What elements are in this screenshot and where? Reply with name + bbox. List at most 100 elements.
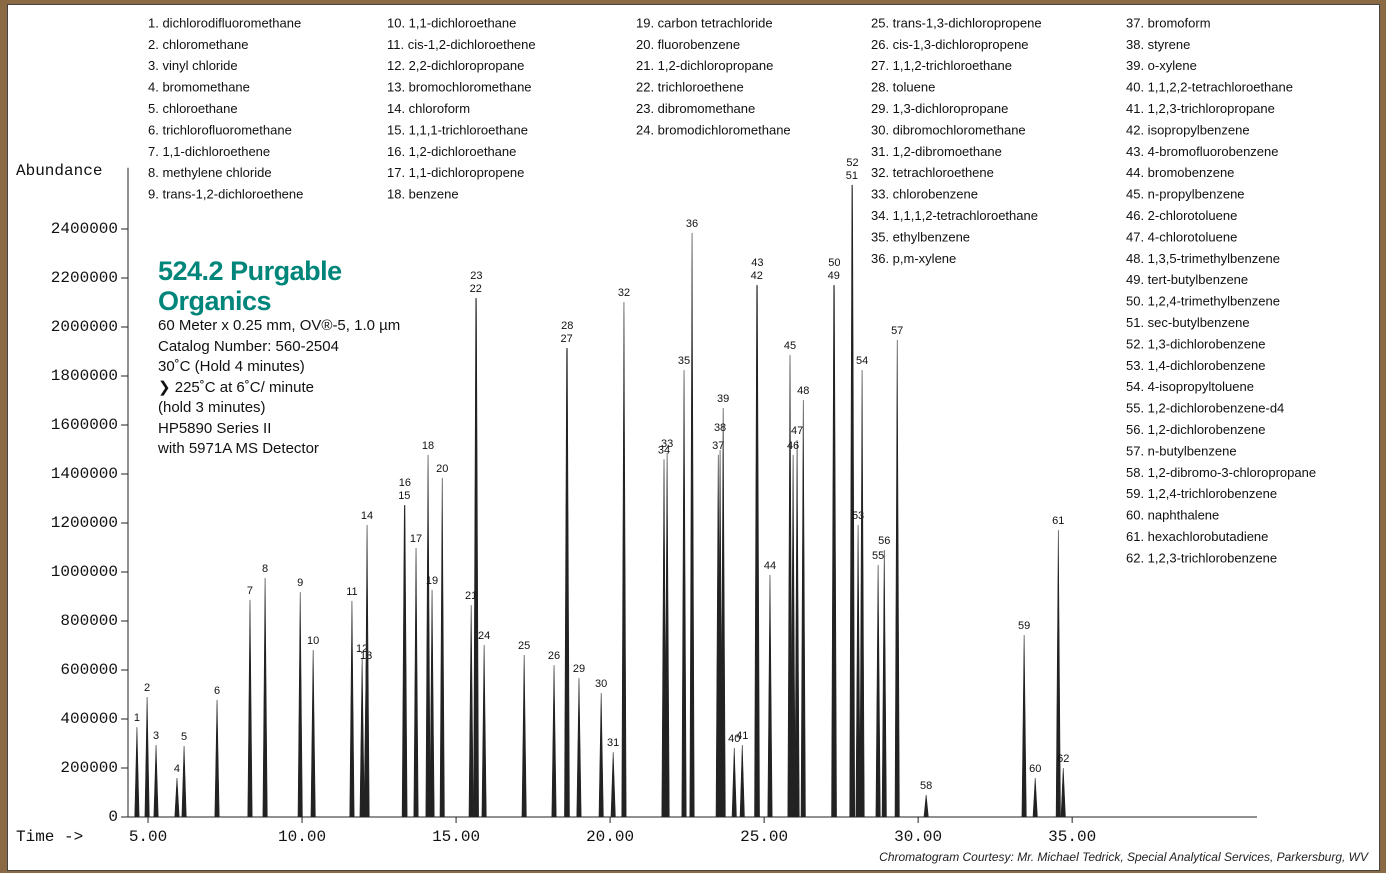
peak-label: 36 bbox=[686, 218, 698, 230]
peak bbox=[875, 564, 881, 818]
peak bbox=[521, 655, 527, 818]
method-line: HP5890 Series II bbox=[158, 419, 272, 437]
peak bbox=[767, 574, 773, 818]
peak-label: 39 bbox=[717, 393, 729, 405]
peak-label: 51 bbox=[846, 170, 858, 182]
method-line: 60 Meter x 0.25 mm, OV®-5, 1.0 µm bbox=[158, 317, 401, 334]
peak-label: 57 bbox=[891, 325, 903, 337]
compound-name: 43. 4-bromofluorobenzene bbox=[1126, 144, 1279, 159]
peak bbox=[153, 744, 159, 818]
peak-label: 15 bbox=[398, 490, 410, 502]
compound-name: 53. 1,4-dichlorobenzene bbox=[1126, 358, 1266, 373]
compound-name: 1. dichlorodifluoromethane bbox=[148, 15, 301, 30]
compound-name: 23. dibromomethane bbox=[636, 101, 755, 116]
peak bbox=[598, 693, 604, 818]
peak bbox=[425, 454, 431, 818]
peak-label: 55 bbox=[872, 550, 884, 562]
y-axis-label: Abundance bbox=[16, 162, 102, 180]
peak-label: 62 bbox=[1057, 753, 1069, 765]
peak-label: 1 bbox=[134, 712, 140, 724]
x-tick-label: 20.00 bbox=[586, 828, 634, 846]
peak bbox=[850, 184, 856, 818]
method-info: 524.2 Purgable Organics 60 Meter x 0.25 … bbox=[158, 256, 458, 460]
peak bbox=[720, 408, 726, 818]
peak bbox=[664, 452, 670, 818]
compound-name: 62. 1,2,3-trichlorobenzene bbox=[1126, 550, 1277, 565]
compound-name: 32. tetrachloroethene bbox=[871, 165, 994, 180]
compound-name: 56. 1,2-dichlorobenzene bbox=[1126, 422, 1266, 437]
peak-label: 54 bbox=[856, 355, 868, 367]
y-tick-label: 400000 bbox=[60, 710, 118, 728]
y-tick-label: 800000 bbox=[60, 612, 118, 630]
peak-label: 47 bbox=[791, 425, 803, 437]
peak bbox=[134, 727, 140, 818]
x-tick-label: 30.00 bbox=[894, 828, 942, 846]
y-tick-label: 1000000 bbox=[51, 563, 118, 581]
peak bbox=[359, 657, 365, 818]
peak-label: 26 bbox=[548, 650, 560, 662]
y-tick-label: 1800000 bbox=[51, 367, 118, 385]
x-tick-label: 10.00 bbox=[278, 828, 326, 846]
peak-label: 8 bbox=[262, 563, 268, 575]
peak bbox=[1021, 634, 1027, 818]
peak bbox=[790, 454, 796, 818]
peak bbox=[621, 302, 627, 818]
peak-label: 3 bbox=[153, 730, 159, 742]
peak-label: 44 bbox=[764, 560, 776, 572]
compound-name: 19. carbon tetrachloride bbox=[636, 15, 773, 30]
compound-name: 4. bromomethane bbox=[148, 80, 250, 95]
peak-label: 19 bbox=[426, 575, 438, 587]
peak-label: 10 bbox=[307, 635, 319, 647]
compound-name: 59. 1,2,4-trichlorobenzene bbox=[1126, 486, 1277, 501]
peak-label: 16 bbox=[399, 477, 411, 489]
y-tick-label: 600000 bbox=[60, 661, 118, 679]
peak bbox=[787, 354, 793, 818]
peak bbox=[473, 298, 479, 818]
peak bbox=[739, 744, 745, 818]
peak bbox=[468, 605, 474, 818]
compound-name: 54. 4-isopropyltoluene bbox=[1126, 379, 1254, 394]
peak-label: 12 bbox=[356, 643, 368, 655]
peak-label: 58 bbox=[920, 780, 932, 792]
compound-name: 28. toluene bbox=[871, 80, 935, 95]
compound-name: 22. trichloroethene bbox=[636, 80, 744, 95]
compound-name: 17. 1,1-dichloropropene bbox=[387, 165, 524, 180]
peak bbox=[1060, 767, 1066, 818]
peak-label: 49 bbox=[828, 270, 840, 282]
peak-label: 7 bbox=[247, 585, 253, 597]
compound-name: 24. bromodichloromethane bbox=[636, 122, 791, 137]
peak-label: 23 bbox=[470, 270, 482, 282]
peak bbox=[564, 348, 570, 818]
compound-name: 3. vinyl chloride bbox=[148, 58, 238, 73]
peak bbox=[551, 665, 557, 818]
compound-name: 47. 4-chlorotoluene bbox=[1126, 229, 1237, 244]
peak bbox=[439, 477, 445, 818]
compound-name: 55. 1,2-dichlorobenzene-d4 bbox=[1126, 401, 1284, 416]
compound-name: 35. ethylbenzene bbox=[871, 229, 970, 244]
compound-name: 27. 1,1,2-trichloroethane bbox=[871, 58, 1012, 73]
compound-name: 46. 2-chlorotoluene bbox=[1126, 208, 1237, 223]
compound-name: 44. bromobenzene bbox=[1126, 165, 1234, 180]
compound-name: 21. 1,2-dichloropropane bbox=[636, 58, 773, 73]
peak bbox=[262, 577, 268, 818]
compound-name: 11. cis-1,2-dichloroethene bbox=[387, 37, 536, 52]
compound-name: 49. tert-butylbenzene bbox=[1126, 272, 1248, 287]
compound-name: 10. 1,1-dichloroethane bbox=[387, 15, 516, 30]
peak-label: 9 bbox=[297, 577, 303, 589]
peak-label: 27 bbox=[561, 333, 573, 345]
y-tick-label: 2400000 bbox=[51, 220, 118, 238]
compound-name: 13. bromochloromethane bbox=[387, 80, 532, 95]
peak-label: 22 bbox=[470, 283, 482, 295]
y-tick-label: 200000 bbox=[60, 759, 118, 777]
peak bbox=[881, 549, 887, 818]
compound-name: 48. 1,3,5-trimethylbenzene bbox=[1126, 251, 1280, 266]
compound-name: 7. 1,1-dichloroethene bbox=[148, 144, 270, 159]
peak-label: 14 bbox=[361, 510, 373, 522]
peak-label: 4 bbox=[174, 763, 180, 775]
compound-name: 52. 1,3-dichlorobenzene bbox=[1126, 336, 1266, 351]
peak bbox=[247, 599, 253, 818]
y-tick-label: 1200000 bbox=[51, 514, 118, 532]
compound-name: 60. naphthalene bbox=[1126, 508, 1219, 523]
y-tick-label: 1400000 bbox=[51, 465, 118, 483]
